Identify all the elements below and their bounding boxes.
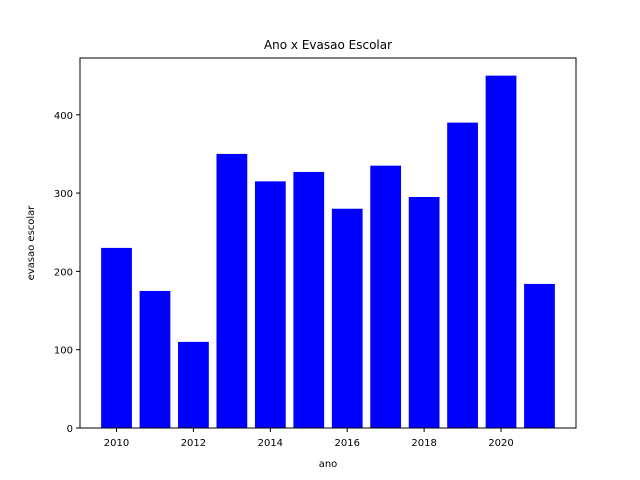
- bar-2016: [331, 208, 363, 428]
- x-tick-label: 2014: [258, 438, 283, 449]
- bar-2015: [293, 171, 325, 428]
- y-tick-label: 0: [67, 424, 73, 435]
- bar-2010: [101, 247, 132, 428]
- bar-2017: [370, 165, 402, 429]
- y-tick-label: 100: [54, 346, 73, 357]
- bars-group: [101, 75, 555, 429]
- x-tick-label: 2016: [334, 438, 359, 449]
- y-tick-label: 200: [54, 267, 73, 278]
- y-axis-label: evasao escolar: [26, 205, 37, 281]
- bar-2021: [524, 283, 555, 428]
- x-tick-label: 2020: [488, 438, 513, 449]
- bar-2012: [178, 341, 209, 428]
- x-axis-label: ano: [319, 459, 338, 470]
- bar-2011: [139, 290, 171, 428]
- bar-2020: [485, 75, 517, 428]
- x-axis-ticks: 2010 2012 2014 2016 2018 2020: [104, 428, 514, 449]
- y-axis-ticks: 0 100 200 300 400: [54, 111, 80, 435]
- bar-2018: [408, 196, 440, 428]
- bar-2014: [254, 181, 286, 428]
- y-tick-label: 300: [54, 189, 73, 200]
- x-tick-label: 2018: [411, 438, 436, 449]
- y-tick-label: 400: [54, 111, 73, 122]
- x-tick-label: 2010: [104, 438, 129, 449]
- chart-title: Ano x Evasao Escolar: [264, 38, 392, 52]
- bar-2019: [447, 122, 478, 428]
- x-tick-label: 2012: [181, 438, 206, 449]
- bar-2013: [216, 153, 248, 429]
- plot-area-frame: [79, 57, 577, 429]
